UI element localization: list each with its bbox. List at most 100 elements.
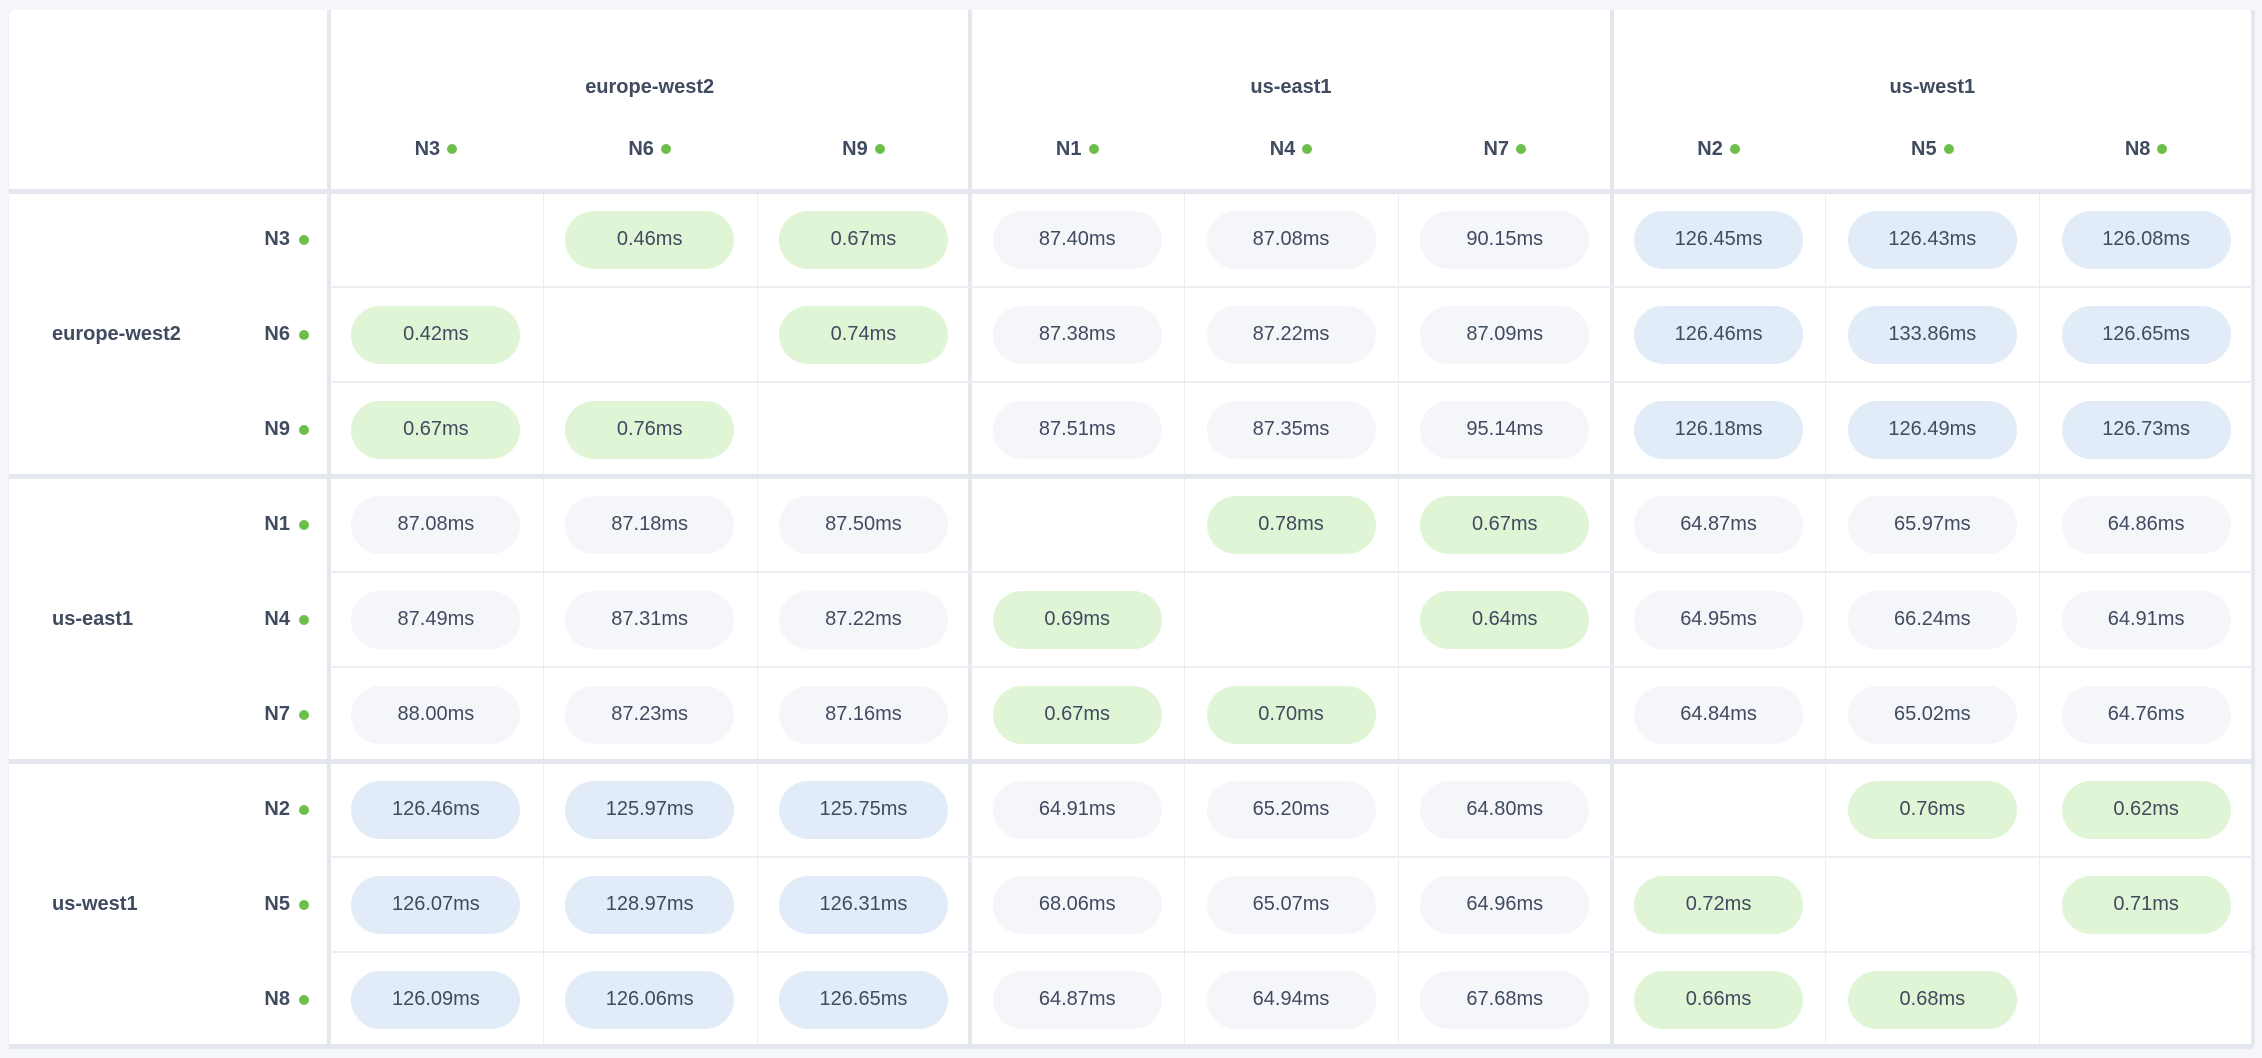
column-divider <box>1397 192 1399 1046</box>
status-dot-icon <box>1302 144 1313 154</box>
latency-badge: 64.91ms <box>2061 590 2231 649</box>
latency-badge: 87.38ms <box>992 305 1162 364</box>
node-label: N5 <box>1911 137 1937 160</box>
node-label: N9 <box>264 418 290 440</box>
latency-badge: 125.97ms <box>565 780 735 839</box>
status-dot-icon <box>1088 144 1099 154</box>
column-divider <box>327 10 331 1046</box>
latency-badge: 128.97ms <box>565 875 735 934</box>
status-dot-icon <box>447 144 458 154</box>
latency-badge: 0.71ms <box>2061 875 2231 934</box>
column-divider <box>542 192 544 1046</box>
node-label: N9 <box>842 137 868 160</box>
node-label: N1 <box>1055 137 1082 160</box>
status-dot-icon <box>299 424 309 435</box>
latency-badge: 64.94ms <box>1206 970 1376 1029</box>
column-divider <box>968 10 973 1046</box>
row-divider <box>9 1044 2253 1049</box>
latency-badge: 0.70ms <box>1206 685 1376 744</box>
latency-badge: 64.86ms <box>2061 495 2231 554</box>
column-node-header: N8 <box>2039 137 2253 161</box>
row-divider <box>329 381 2253 383</box>
row-divider <box>329 286 2253 288</box>
node-label: N4 <box>1269 137 1296 160</box>
status-dot-icon <box>299 804 309 815</box>
latency-badge: 0.78ms <box>1206 495 1376 554</box>
latency-badge: 95.14ms <box>1420 400 1590 459</box>
node-label: N2 <box>1697 137 1723 160</box>
latency-badge: 64.95ms <box>1634 590 1804 649</box>
column-node-header: N1 <box>970 137 1184 161</box>
node-label: N6 <box>628 137 654 160</box>
latency-badge: 0.67ms <box>778 210 948 269</box>
status-dot-icon <box>299 329 309 340</box>
latency-badge: 0.69ms <box>992 590 1162 649</box>
column-divider <box>1609 10 1614 1046</box>
row-node-header: N2 <box>159 762 309 857</box>
latency-badge: 0.74ms <box>778 305 948 364</box>
latency-badge: 126.06ms <box>565 970 735 1029</box>
node-label: N3 <box>414 137 441 160</box>
latency-badge: 126.46ms <box>1634 305 1804 364</box>
status-dot-icon <box>1943 144 1954 154</box>
latency-badge: 0.64ms <box>1420 590 1590 649</box>
row-node-header: N5 <box>159 857 309 952</box>
status-dot-icon <box>299 519 309 530</box>
status-dot-icon <box>299 709 309 720</box>
status-dot-icon <box>299 994 309 1005</box>
latency-badge: 0.72ms <box>1634 875 1804 934</box>
row-divider <box>329 571 2253 573</box>
latency-badge: 87.50ms <box>778 495 948 554</box>
node-label: N1 <box>264 513 290 535</box>
latency-badge: 64.80ms <box>1420 780 1590 839</box>
latency-badge: 0.42ms <box>351 305 521 364</box>
status-dot-icon <box>2157 144 2168 154</box>
latency-badge: 0.67ms <box>1420 495 1590 554</box>
latency-badge: 126.49ms <box>1847 400 2017 459</box>
status-dot-icon <box>874 144 885 154</box>
row-node-header: N1 <box>159 477 309 572</box>
node-label: N8 <box>2124 137 2151 160</box>
column-node-header: N4 <box>1184 137 1398 161</box>
latency-badge: 65.02ms <box>1847 685 2017 744</box>
latency-badge: 126.07ms <box>351 875 521 934</box>
column-divider <box>756 192 758 1046</box>
column-region-header: us-west1 <box>1889 76 1976 98</box>
latency-badge: 87.16ms <box>778 685 948 744</box>
latency-badge: 126.18ms <box>1634 400 1804 459</box>
latency-badge: 0.76ms <box>565 400 735 459</box>
latency-badge: 90.15ms <box>1420 210 1590 269</box>
latency-badge: 87.18ms <box>565 495 735 554</box>
node-label: N5 <box>264 893 290 915</box>
latency-badge: 126.09ms <box>351 970 521 1029</box>
latency-badge: 0.76ms <box>1847 780 2017 839</box>
column-node-header: N2 <box>1612 137 1826 161</box>
latency-badge: 65.20ms <box>1206 780 1376 839</box>
latency-badge: 64.87ms <box>1634 495 1804 554</box>
row-divider <box>9 189 2253 194</box>
row-region-header: us-east1 <box>52 608 134 630</box>
status-dot-icon <box>299 899 309 910</box>
latency-badge: 0.62ms <box>2061 780 2231 839</box>
latency-badge: 126.65ms <box>2061 305 2231 364</box>
row-divider <box>9 474 2253 479</box>
latency-badge: 126.31ms <box>778 875 948 934</box>
latency-badge: 125.75ms <box>778 780 948 839</box>
latency-badge: 64.96ms <box>1420 875 1590 934</box>
column-node-header: N6 <box>543 137 757 161</box>
row-divider <box>329 856 2253 858</box>
latency-badge: 126.08ms <box>2061 210 2231 269</box>
row-region-header: us-west1 <box>52 893 138 915</box>
status-dot-icon <box>1516 144 1527 154</box>
row-node-header: N4 <box>159 572 309 667</box>
latency-badge: 0.66ms <box>1634 970 1804 1029</box>
latency-badge: 0.68ms <box>1847 970 2017 1029</box>
latency-badge: 87.31ms <box>565 590 735 649</box>
latency-badge: 133.86ms <box>1847 305 2017 364</box>
latency-badge: 87.51ms <box>992 400 1162 459</box>
latency-badge: 88.00ms <box>351 685 521 744</box>
latency-badge: 66.24ms <box>1847 590 2017 649</box>
column-divider <box>1184 192 1186 1046</box>
row-divider <box>329 951 2253 953</box>
latency-badge: 126.73ms <box>2061 400 2231 459</box>
